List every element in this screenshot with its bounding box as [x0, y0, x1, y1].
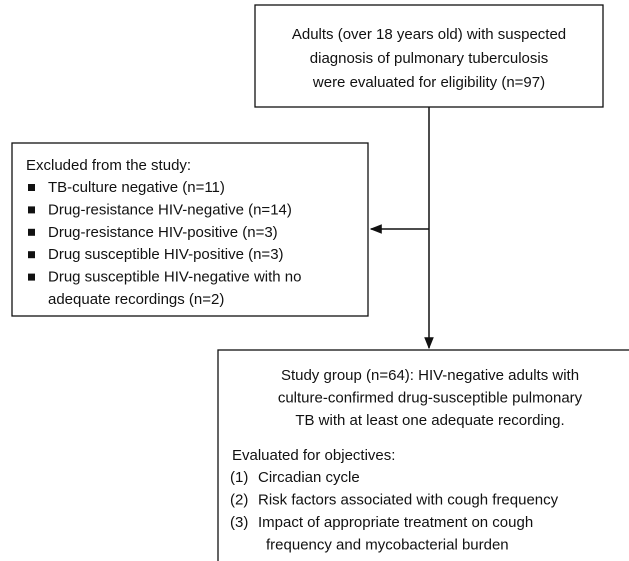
excluded-title: Excluded from the study: [26, 157, 191, 174]
study-line: culture-confirmed drug-susceptible pulmo… [278, 389, 583, 406]
top-box-line: were evaluated for eligibility (n=97) [312, 74, 545, 91]
objective-text: Risk factors associated with cough frequ… [258, 491, 559, 508]
excluded-item: TB-culture negative (n=11) [48, 179, 225, 196]
content: Adults (over 18 years old) with suspecte… [26, 26, 583, 554]
objective-text: Impact of appropriate treatment on cough [258, 514, 533, 531]
bullet [28, 273, 35, 281]
bullet [28, 228, 35, 236]
excluded-item: adequate recordings (n=2) [48, 291, 224, 308]
bullet [28, 206, 35, 214]
study-box [217, 349, 629, 561]
study-line: Study group (n=64): HIV-negative adults … [281, 367, 579, 384]
objective-text: Circadian cycle [258, 469, 360, 486]
excluded-item: Drug-resistance HIV-positive (n=3) [48, 224, 278, 241]
excluded-box [11, 142, 369, 317]
bullet [28, 184, 35, 191]
objective-number: (1) [230, 469, 248, 486]
excluded-item: Drug-resistance HIV-negative (n=14) [48, 201, 292, 218]
top-box-line: diagnosis of pulmonary tuberculosis [310, 50, 548, 67]
excluded-item: Drug susceptible HIV-positive (n=3) [48, 246, 284, 263]
objective-number: (3) [230, 514, 248, 531]
bullet [28, 251, 35, 259]
objectives-title: Evaluated for objectives: [232, 447, 395, 464]
top-box-line: Adults (over 18 years old) with suspecte… [292, 26, 566, 43]
excluded-item: Drug susceptible HIV-negative with no [48, 269, 301, 286]
study-line: TB with at least one adequate recording. [295, 412, 564, 429]
objective-number: (2) [230, 491, 248, 508]
top-box [254, 4, 604, 108]
objective-text: frequency and mycobacterial burden [266, 536, 509, 553]
